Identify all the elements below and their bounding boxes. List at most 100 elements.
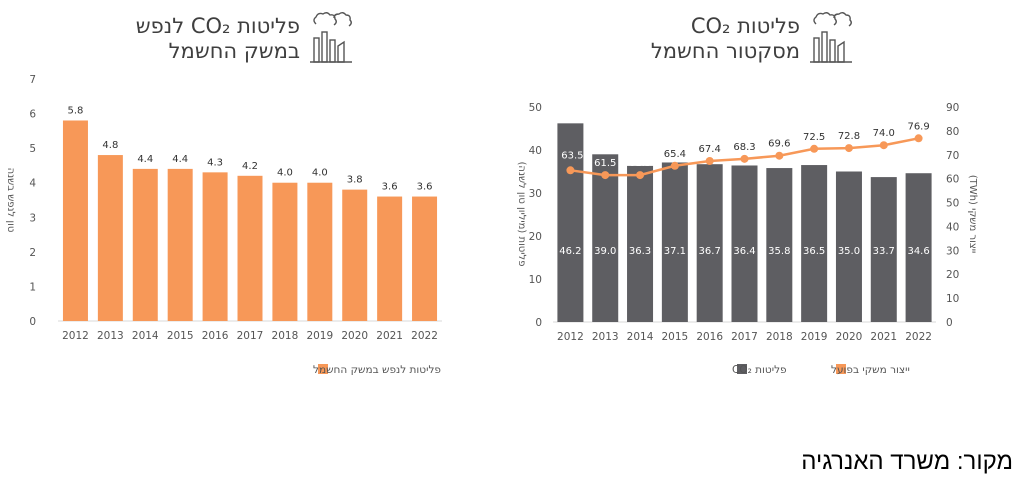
right-chart-left-y-tick-label: 30 <box>529 188 542 200</box>
left-bar <box>412 196 438 321</box>
left-x-tick-label: 2014 <box>132 330 159 342</box>
right-line-value-label: 69.6 <box>768 139 790 150</box>
right-bar-value-label: 34.6 <box>907 246 929 257</box>
left-title-line1: פליטות CO₂ לנפש <box>135 14 300 38</box>
right-line-value-label: 67.4 <box>699 144 721 155</box>
right-chart-left-y-tick-label: 40 <box>529 145 542 157</box>
left-bar-value-label: 4.0 <box>312 168 328 179</box>
left-y-tick-label: 7 <box>29 74 36 86</box>
right-line-point <box>844 144 853 153</box>
left-bar <box>167 168 193 321</box>
right-left-y-axis-label: פליטות (מיליון טון לשנה) <box>516 162 527 267</box>
right-bar-value-label: 36.5 <box>803 246 825 257</box>
right-line-value-label: 68.3 <box>733 142 755 153</box>
right-x-tick-label: 2022 <box>905 331 932 343</box>
right-x-tick-label: 2019 <box>801 331 828 343</box>
left-bar <box>237 175 263 321</box>
right-line-value-label: 61.5 <box>594 158 616 169</box>
right-x-tick-label: 2016 <box>696 331 723 343</box>
left-bar-value-label: 4.4 <box>137 154 153 165</box>
left-y-tick-label: 5 <box>29 143 36 155</box>
right-chart-left-y-tick-label: 10 <box>529 274 542 286</box>
right-chart-title: פליטות CO₂ מסקטור החשמל <box>650 14 800 64</box>
left-x-tick-label: 2016 <box>202 330 229 342</box>
right-bar-value-label: 39.0 <box>594 246 616 257</box>
left-x-tick-label: 2018 <box>272 330 299 342</box>
right-x-tick-label: 2018 <box>766 331 793 343</box>
right-x-tick-label: 2020 <box>836 331 863 343</box>
left-bar-value-label: 3.8 <box>347 175 363 186</box>
right-bar <box>835 171 862 322</box>
right-line-value-label: 72.5 <box>803 132 825 143</box>
right-x-tick-label: 2014 <box>627 331 654 343</box>
right-line-value-label: 63.5 <box>561 150 583 161</box>
left-x-tick-label: 2020 <box>341 330 368 342</box>
left-bar <box>377 196 403 321</box>
left-legend-swatch <box>318 364 328 374</box>
left-x-tick-label: 2017 <box>237 330 264 342</box>
right-chart-right-y-tick-label: 0 <box>946 317 953 329</box>
left-x-tick-label: 2021 <box>376 330 403 342</box>
right-line-value-label: 76.9 <box>907 121 929 132</box>
left-y-axis-label: טון לנפש בשנה <box>5 168 16 233</box>
left-bar-value-label: 4.0 <box>277 168 293 179</box>
right-line-point <box>914 134 923 143</box>
right-bar <box>870 177 897 322</box>
left-x-tick-label: 2022 <box>411 330 438 342</box>
right-x-tick-label: 2017 <box>731 331 758 343</box>
left-y-tick-label: 0 <box>29 316 36 328</box>
right-chart-right-y-tick-label: 40 <box>946 221 959 233</box>
left-bar-value-label: 4.2 <box>242 161 258 172</box>
left-bar <box>342 189 368 321</box>
right-bar-value-label: 36.3 <box>629 246 651 257</box>
right-bar <box>592 154 619 322</box>
right-chart-right-y-tick-label: 20 <box>946 269 959 281</box>
right-line-point <box>601 171 610 180</box>
left-x-tick-label: 2013 <box>97 330 124 342</box>
right-legend-line-label: ייצור משקי בפועל <box>831 364 910 376</box>
right-bar-value-label: 33.7 <box>873 246 895 257</box>
left-x-tick-label: 2012 <box>62 330 89 342</box>
left-bar-value-label: 4.3 <box>207 157 223 168</box>
right-x-tick-label: 2015 <box>661 331 688 343</box>
left-title-line2: במשק החשמל <box>168 39 300 63</box>
right-bar <box>766 168 793 322</box>
right-chart-right-y-tick-label: 80 <box>946 126 959 138</box>
right-chart-right-y-tick-label: 90 <box>946 102 959 114</box>
right-line-value-label: 72.8 <box>838 131 860 142</box>
left-y-tick-label: 1 <box>29 281 36 293</box>
right-bar-value-label: 37.1 <box>664 246 686 257</box>
left-bar-value-label: 3.6 <box>417 182 433 193</box>
right-bar <box>731 165 758 322</box>
right-chart-right-y-tick-label: 60 <box>946 174 959 186</box>
left-bar <box>272 182 298 321</box>
right-chart-right-y-tick-label: 50 <box>946 198 959 210</box>
left-x-tick-label: 2019 <box>306 330 333 342</box>
right-title-line1: פליטות CO₂ <box>690 14 800 38</box>
left-bar <box>202 172 228 321</box>
right-line-point <box>566 166 575 175</box>
left-bar <box>97 155 123 321</box>
right-bar <box>905 173 932 322</box>
right-line-value-label: 74.0 <box>873 128 895 139</box>
right-bar-value-label: 35.8 <box>768 246 790 257</box>
right-x-tick-label: 2013 <box>592 331 619 343</box>
right-line-point <box>775 151 784 160</box>
right-chart-left-y-tick-label: 20 <box>529 231 542 243</box>
right-bar <box>696 164 723 322</box>
left-bar-value-label: 3.6 <box>382 182 398 193</box>
right-bar <box>801 165 828 322</box>
right-bar <box>627 165 654 322</box>
left-bar <box>307 182 333 321</box>
right-title-line2: מסקטור החשמל <box>650 39 800 63</box>
left-bar-value-label: 4.8 <box>102 140 118 151</box>
right-chart-left-y-tick-label: 50 <box>529 102 542 114</box>
right-chart-right-y-tick-label: 10 <box>946 293 959 305</box>
right-line-point <box>879 141 888 150</box>
right-line-point <box>740 154 749 163</box>
left-legend-label: פליטות לנפש במשק החשמל <box>313 364 441 376</box>
left-bar-value-label: 4.4 <box>172 154 188 165</box>
right-line-value-label: 65.4 <box>664 149 686 160</box>
left-y-tick-label: 4 <box>29 178 36 190</box>
right-line-point <box>810 144 819 153</box>
